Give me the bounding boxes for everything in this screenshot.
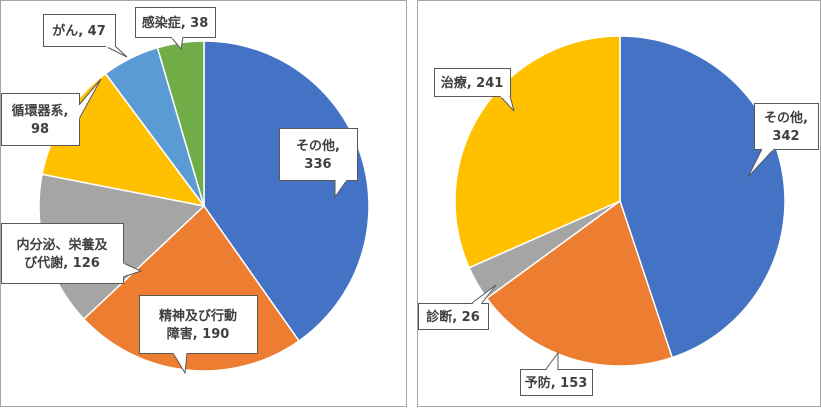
callout-text-right-0-0: その他, — [764, 110, 808, 126]
callout-text-left-3-1: 98 — [31, 122, 49, 137]
callout-text-left-5-0: 感染症, 38 — [142, 15, 209, 31]
callout-label-right-3: 治療, 241 — [434, 68, 515, 112]
callout-text-left-1-0: 精神及び行動 — [159, 308, 237, 324]
callout-label-left-3: 循環器系, 98 — [1, 78, 102, 146]
chart-right: その他, 342 予防, 153 診断, 26 治療, 241 — [417, 0, 821, 407]
callout-label-right-2: 診断, 26 — [418, 284, 497, 330]
callout-label-right-0: その他, 342 — [747, 103, 819, 178]
callout-text-left-3-0: 循環器系, — [12, 103, 69, 119]
callout-label-left-5: 感染症, 38 — [135, 7, 216, 51]
pie-slice-right-1 — [485, 199, 674, 367]
callout-label-right-1: 予防, 153 — [520, 351, 593, 396]
callout-text-left-2-1: び代謝, 126 — [24, 255, 100, 271]
callout-text-right-0-1: 342 — [772, 129, 799, 144]
callout-text-left-0-0: その他, — [296, 138, 340, 154]
callout-text-right-2-0: 診断, 26 — [426, 309, 480, 325]
chart-left: その他, 336 精神及び行動 障害, 190 内分泌、栄養及 び代謝, 126 循環器系,… — [0, 0, 407, 407]
pie-slice-right-0 — [619, 35, 786, 359]
callout-text-right-1-0: 予防, 153 — [525, 375, 588, 391]
callout-text-left-4-0: がん, 47 — [52, 23, 106, 39]
callout-label-left-0: その他, 336 — [279, 128, 358, 199]
callout-label-left-4: がん, 47 — [43, 14, 128, 58]
callout-text-right-3-0: 治療, 241 — [441, 75, 504, 91]
callout-text-left-0-1: 336 — [304, 157, 331, 172]
callout-text-left-1-1: 障害, 190 — [167, 326, 230, 342]
pie-slice-left-0 — [203, 40, 370, 342]
callout-text-left-2-0: 内分泌、栄養及 — [16, 237, 108, 253]
pie-chart-right: その他, 342 予防, 153 診断, 26 治療, 241 — [418, 35, 819, 396]
